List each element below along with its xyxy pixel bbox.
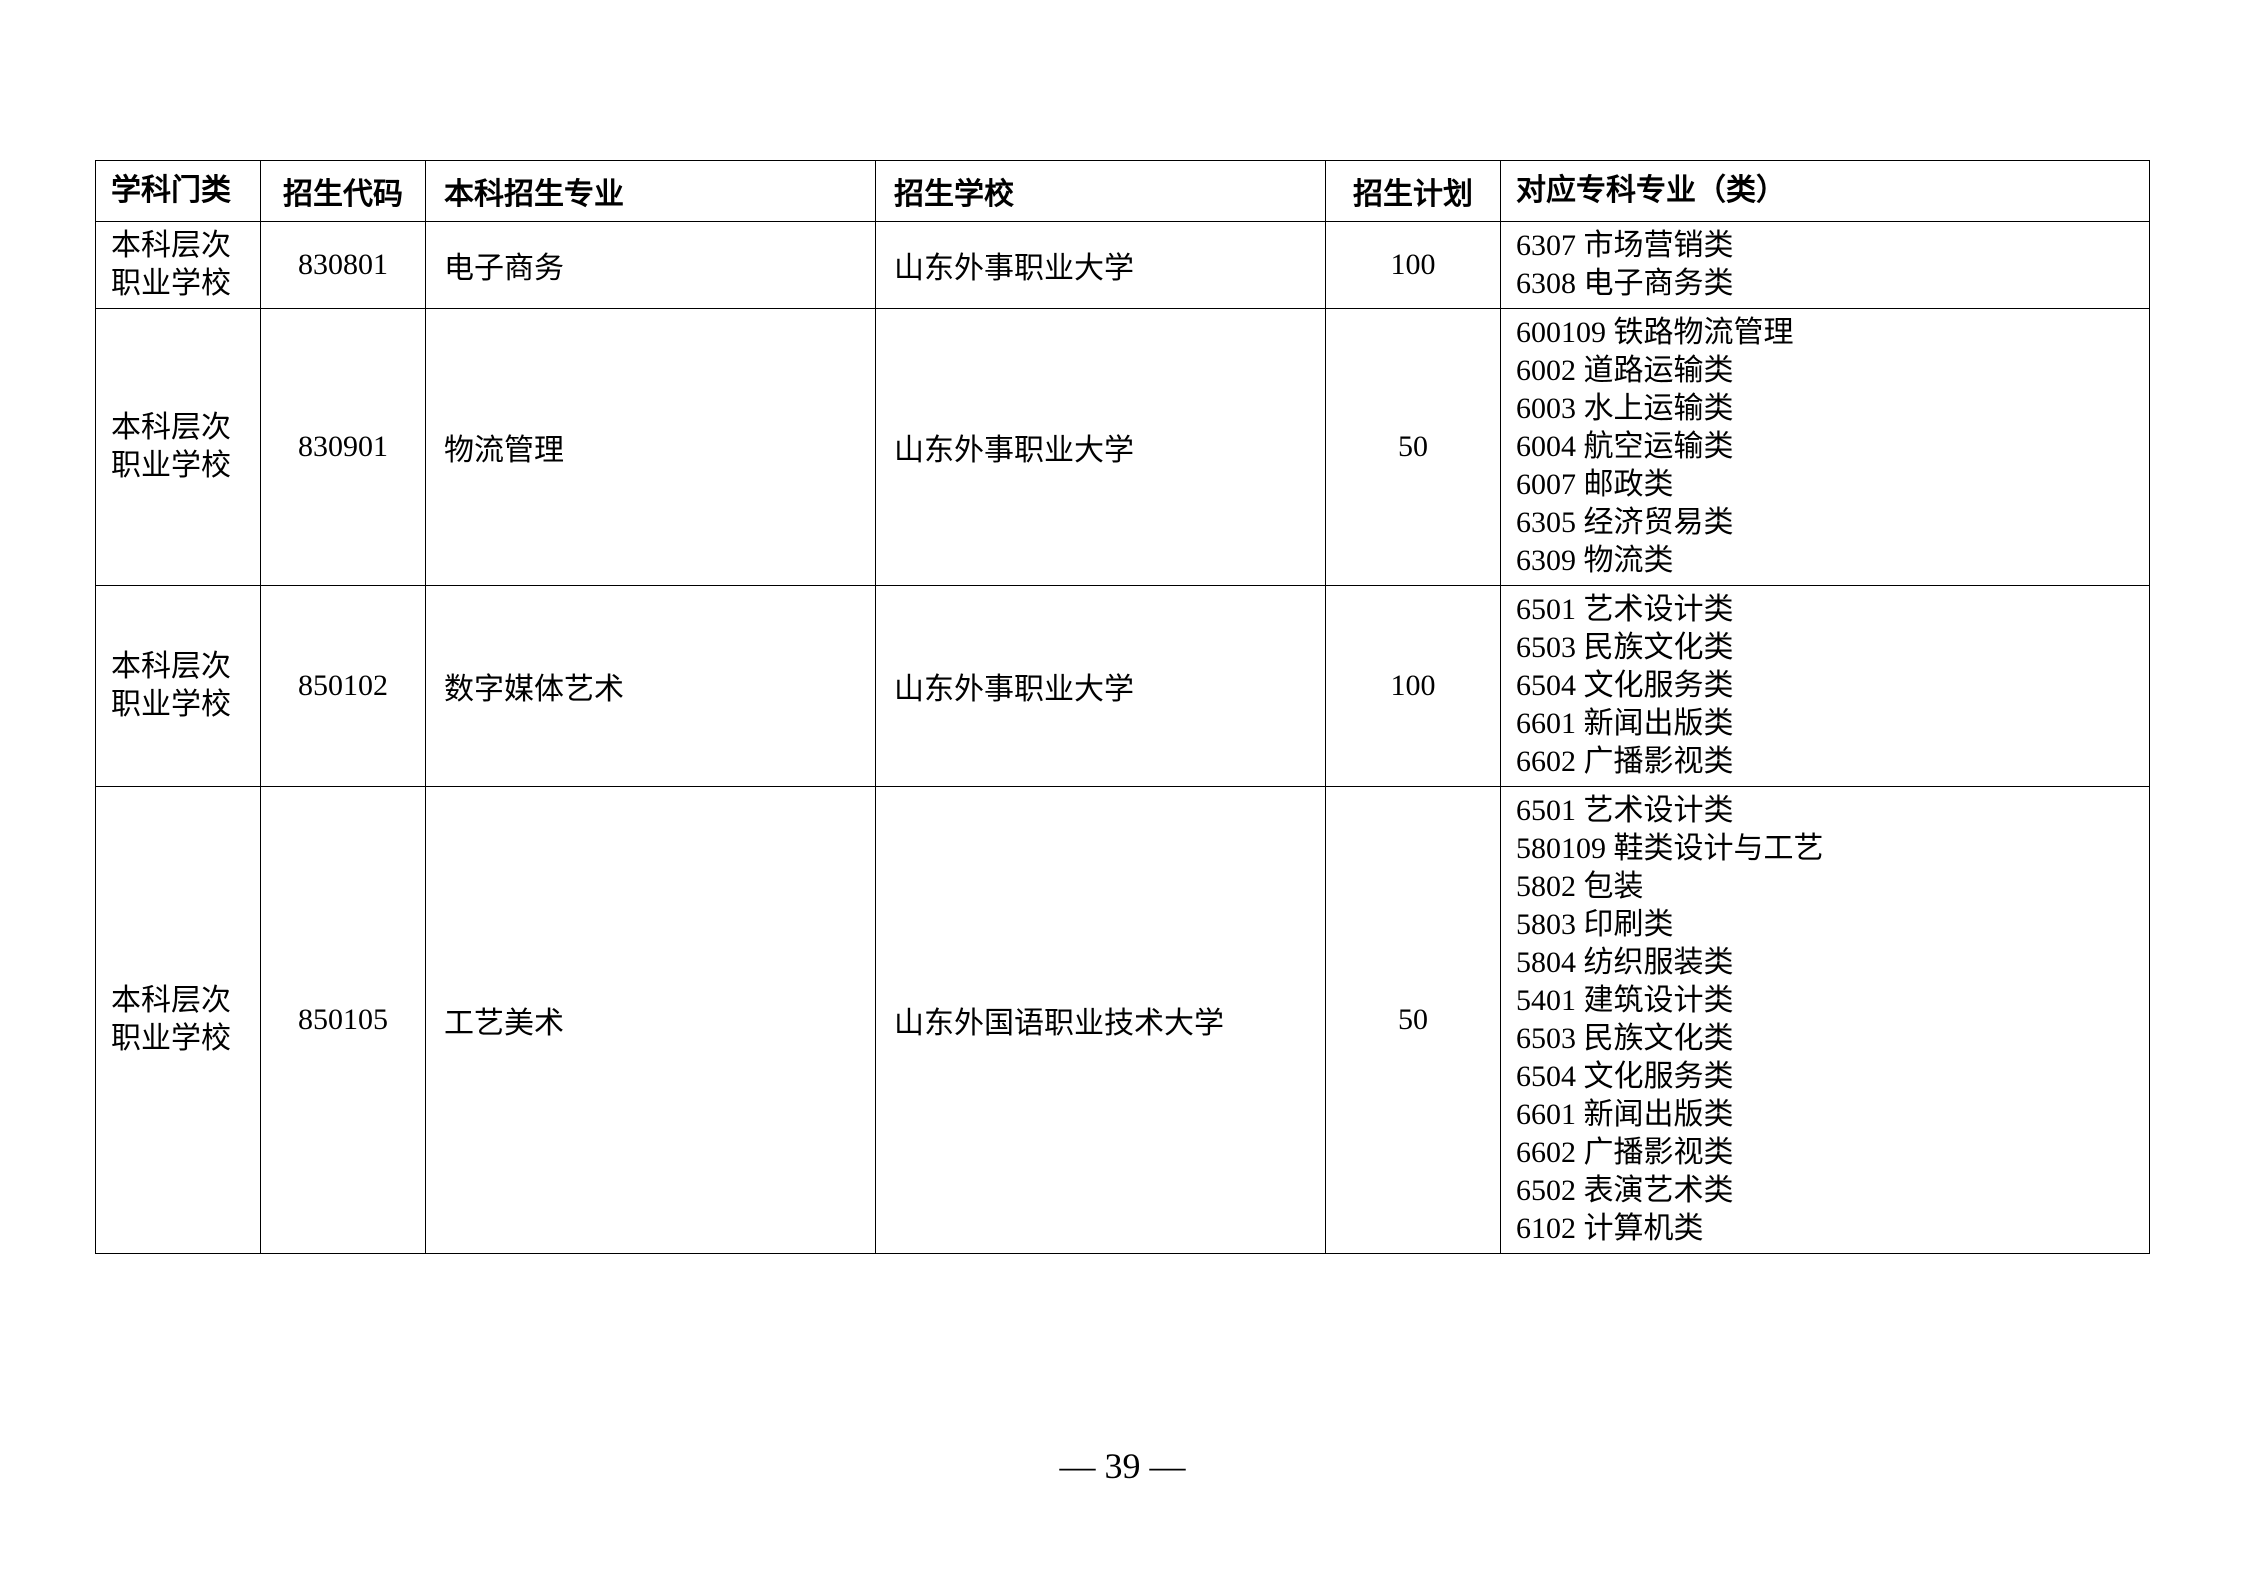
- table-header-row: 学科门类 招生代码 本科招生专业 招生学校 招生计划 对应专科专业（类）: [96, 161, 2150, 222]
- cell-code: 830901: [261, 309, 426, 586]
- cell-school: 山东外国语职业技术大学: [876, 787, 1326, 1254]
- cell-category: 本科层次职业学校: [96, 787, 261, 1254]
- table-row: 本科层次职业学校 830901 物流管理 山东外事职业大学 50 600109 …: [96, 309, 2150, 586]
- cell-category: 本科层次职业学校: [96, 222, 261, 309]
- table-row: 本科层次职业学校 830801 电子商务 山东外事职业大学 100 6307 市…: [96, 222, 2150, 309]
- header-code: 招生代码: [261, 161, 426, 222]
- table-body: 本科层次职业学校 830801 电子商务 山东外事职业大学 100 6307 市…: [96, 222, 2150, 1254]
- cell-plan: 50: [1326, 787, 1501, 1254]
- cell-code: 830801: [261, 222, 426, 309]
- cell-school: 山东外事职业大学: [876, 586, 1326, 787]
- cell-category: 本科层次职业学校: [96, 586, 261, 787]
- cell-school: 山东外事职业大学: [876, 309, 1326, 586]
- page-container: 学科门类 招生代码 本科招生专业 招生学校 招生计划 对应专科专业（类） 本科层…: [0, 0, 2245, 1254]
- cell-code: 850105: [261, 787, 426, 1254]
- header-corresponding: 对应专科专业（类）: [1501, 161, 2150, 222]
- cell-major: 工艺美术: [426, 787, 876, 1254]
- header-category: 学科门类: [96, 161, 261, 222]
- cell-category: 本科层次职业学校: [96, 309, 261, 586]
- cell-school: 山东外事职业大学: [876, 222, 1326, 309]
- cell-plan: 100: [1326, 222, 1501, 309]
- table-row: 本科层次职业学校 850102 数字媒体艺术 山东外事职业大学 100 6501…: [96, 586, 2150, 787]
- admissions-table: 学科门类 招生代码 本科招生专业 招生学校 招生计划 对应专科专业（类） 本科层…: [95, 160, 2150, 1254]
- cell-corresponding: 6501 艺术设计类580109 鞋类设计与工艺5802 包装5803 印刷类5…: [1501, 787, 2150, 1254]
- cell-major: 电子商务: [426, 222, 876, 309]
- cell-corresponding: 600109 铁路物流管理6002 道路运输类6003 水上运输类6004 航空…: [1501, 309, 2150, 586]
- page-number: — 39 —: [0, 1445, 2245, 1487]
- cell-plan: 50: [1326, 309, 1501, 586]
- cell-corresponding: 6307 市场营销类6308 电子商务类: [1501, 222, 2150, 309]
- cell-major: 数字媒体艺术: [426, 586, 876, 787]
- cell-corresponding: 6501 艺术设计类6503 民族文化类6504 文化服务类6601 新闻出版类…: [1501, 586, 2150, 787]
- cell-plan: 100: [1326, 586, 1501, 787]
- header-school: 招生学校: [876, 161, 1326, 222]
- cell-code: 850102: [261, 586, 426, 787]
- cell-major: 物流管理: [426, 309, 876, 586]
- table-row: 本科层次职业学校 850105 工艺美术 山东外国语职业技术大学 50 6501…: [96, 787, 2150, 1254]
- header-major: 本科招生专业: [426, 161, 876, 222]
- header-plan: 招生计划: [1326, 161, 1501, 222]
